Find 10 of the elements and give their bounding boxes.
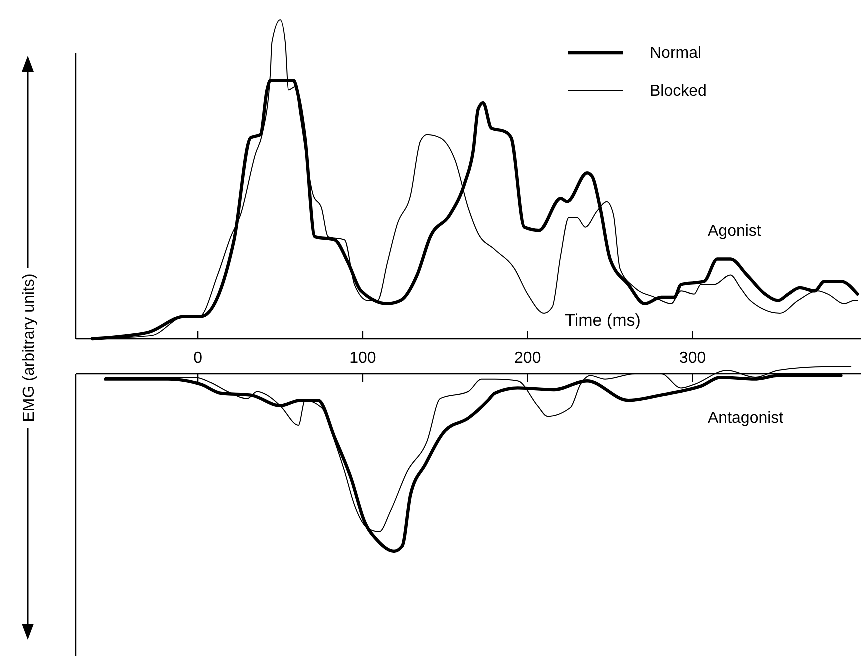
legend-label: Blocked [650, 83, 707, 100]
x-axis-title: Time (ms) [565, 311, 641, 330]
legend-label: Normal [650, 45, 702, 62]
annotation: Antagonist [708, 410, 784, 427]
annotation: Agonist [708, 223, 762, 240]
x-tick-label: 100 [350, 350, 376, 367]
x-tick-label: 300 [679, 350, 706, 367]
x-tick-label: 200 [514, 350, 542, 367]
x-tick-label: 0 [194, 350, 203, 367]
y-axis-title: EMG (arbitrary units) [21, 274, 38, 422]
